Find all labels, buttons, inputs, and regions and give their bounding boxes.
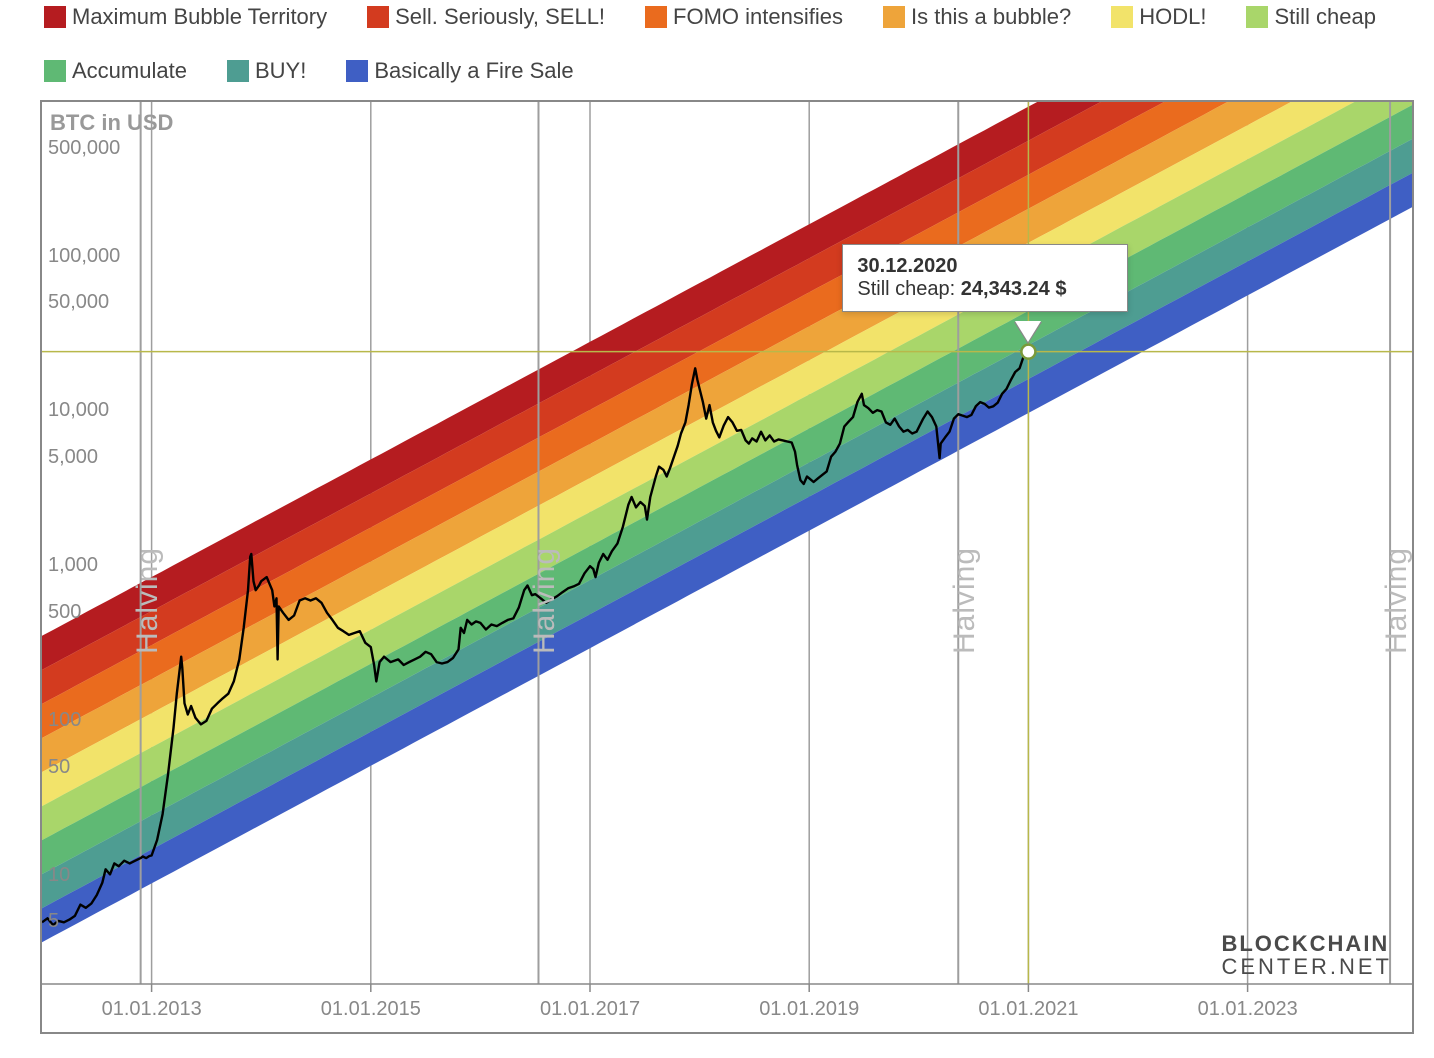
legend-item[interactable]: Maximum Bubble Territory <box>44 4 327 30</box>
watermark-line2: CENTER.NET <box>1221 955 1392 978</box>
legend-label: Basically a Fire Sale <box>374 58 573 84</box>
chart-legend: Maximum Bubble Territory Sell. Seriously,… <box>44 4 1394 84</box>
y-tick-label: 5,000 <box>48 446 98 469</box>
legend-swatch-icon <box>227 60 249 82</box>
halving-label: Halving <box>948 547 982 654</box>
y-tick-label: 500 <box>48 601 81 624</box>
legend-label: Sell. Seriously, SELL! <box>395 4 605 30</box>
y-tick-label: 1,000 <box>48 554 98 577</box>
legend-swatch-icon <box>367 6 389 28</box>
legend-swatch-icon <box>1111 6 1133 28</box>
y-tick-label: 100,000 <box>48 245 120 268</box>
y-tick-label: 50,000 <box>48 291 109 314</box>
halving-label: Halving <box>1380 547 1414 654</box>
x-tick-label: 01.01.2019 <box>759 998 859 1021</box>
legend-swatch-icon <box>44 60 66 82</box>
x-tick-label: 01.01.2023 <box>1198 998 1298 1021</box>
chart-plot-area[interactable]: BTC in USD BLOCKCHAIN CENTER.NET 30.12.2… <box>40 100 1414 1034</box>
watermark: BLOCKCHAIN CENTER.NET <box>1221 932 1392 978</box>
y-tick-label: 5 <box>48 910 59 933</box>
legend-swatch-icon <box>346 60 368 82</box>
y-tick-label: 50 <box>48 756 70 779</box>
y-tick-label: 500,000 <box>48 137 120 160</box>
legend-item[interactable]: Sell. Seriously, SELL! <box>367 4 605 30</box>
legend-label: HODL! <box>1139 4 1206 30</box>
halving-label: Halving <box>528 547 562 654</box>
y-tick-label: 10,000 <box>48 399 109 422</box>
legend-label: Maximum Bubble Territory <box>72 4 327 30</box>
legend-item[interactable]: HODL! <box>1111 4 1206 30</box>
halving-label: Halving <box>131 547 165 654</box>
x-tick-label: 01.01.2015 <box>321 998 421 1021</box>
legend-label: FOMO intensifies <box>673 4 843 30</box>
legend-swatch-icon <box>44 6 66 28</box>
legend-label: Still cheap <box>1274 4 1376 30</box>
legend-item[interactable]: Is this a bubble? <box>883 4 1071 30</box>
x-tick-label: 01.01.2021 <box>978 998 1078 1021</box>
x-tick-label: 01.01.2017 <box>540 998 640 1021</box>
legend-item[interactable]: Basically a Fire Sale <box>346 58 573 84</box>
y-tick-label: 10 <box>48 864 70 887</box>
watermark-line1: BLOCKCHAIN <box>1221 932 1392 955</box>
legend-swatch-icon <box>883 6 905 28</box>
legend-item[interactable]: Still cheap <box>1246 4 1376 30</box>
legend-swatch-icon <box>1246 6 1268 28</box>
x-tick-label: 01.01.2013 <box>102 998 202 1021</box>
legend-swatch-icon <box>645 6 667 28</box>
legend-label: Accumulate <box>72 58 187 84</box>
legend-item[interactable]: BUY! <box>227 58 306 84</box>
legend-item[interactable]: Accumulate <box>44 58 187 84</box>
legend-label: Is this a bubble? <box>911 4 1071 30</box>
legend-item[interactable]: FOMO intensifies <box>645 4 843 30</box>
y-tick-label: 100 <box>48 709 81 732</box>
tooltip-arrow-icon <box>1014 322 1042 344</box>
legend-label: BUY! <box>255 58 306 84</box>
